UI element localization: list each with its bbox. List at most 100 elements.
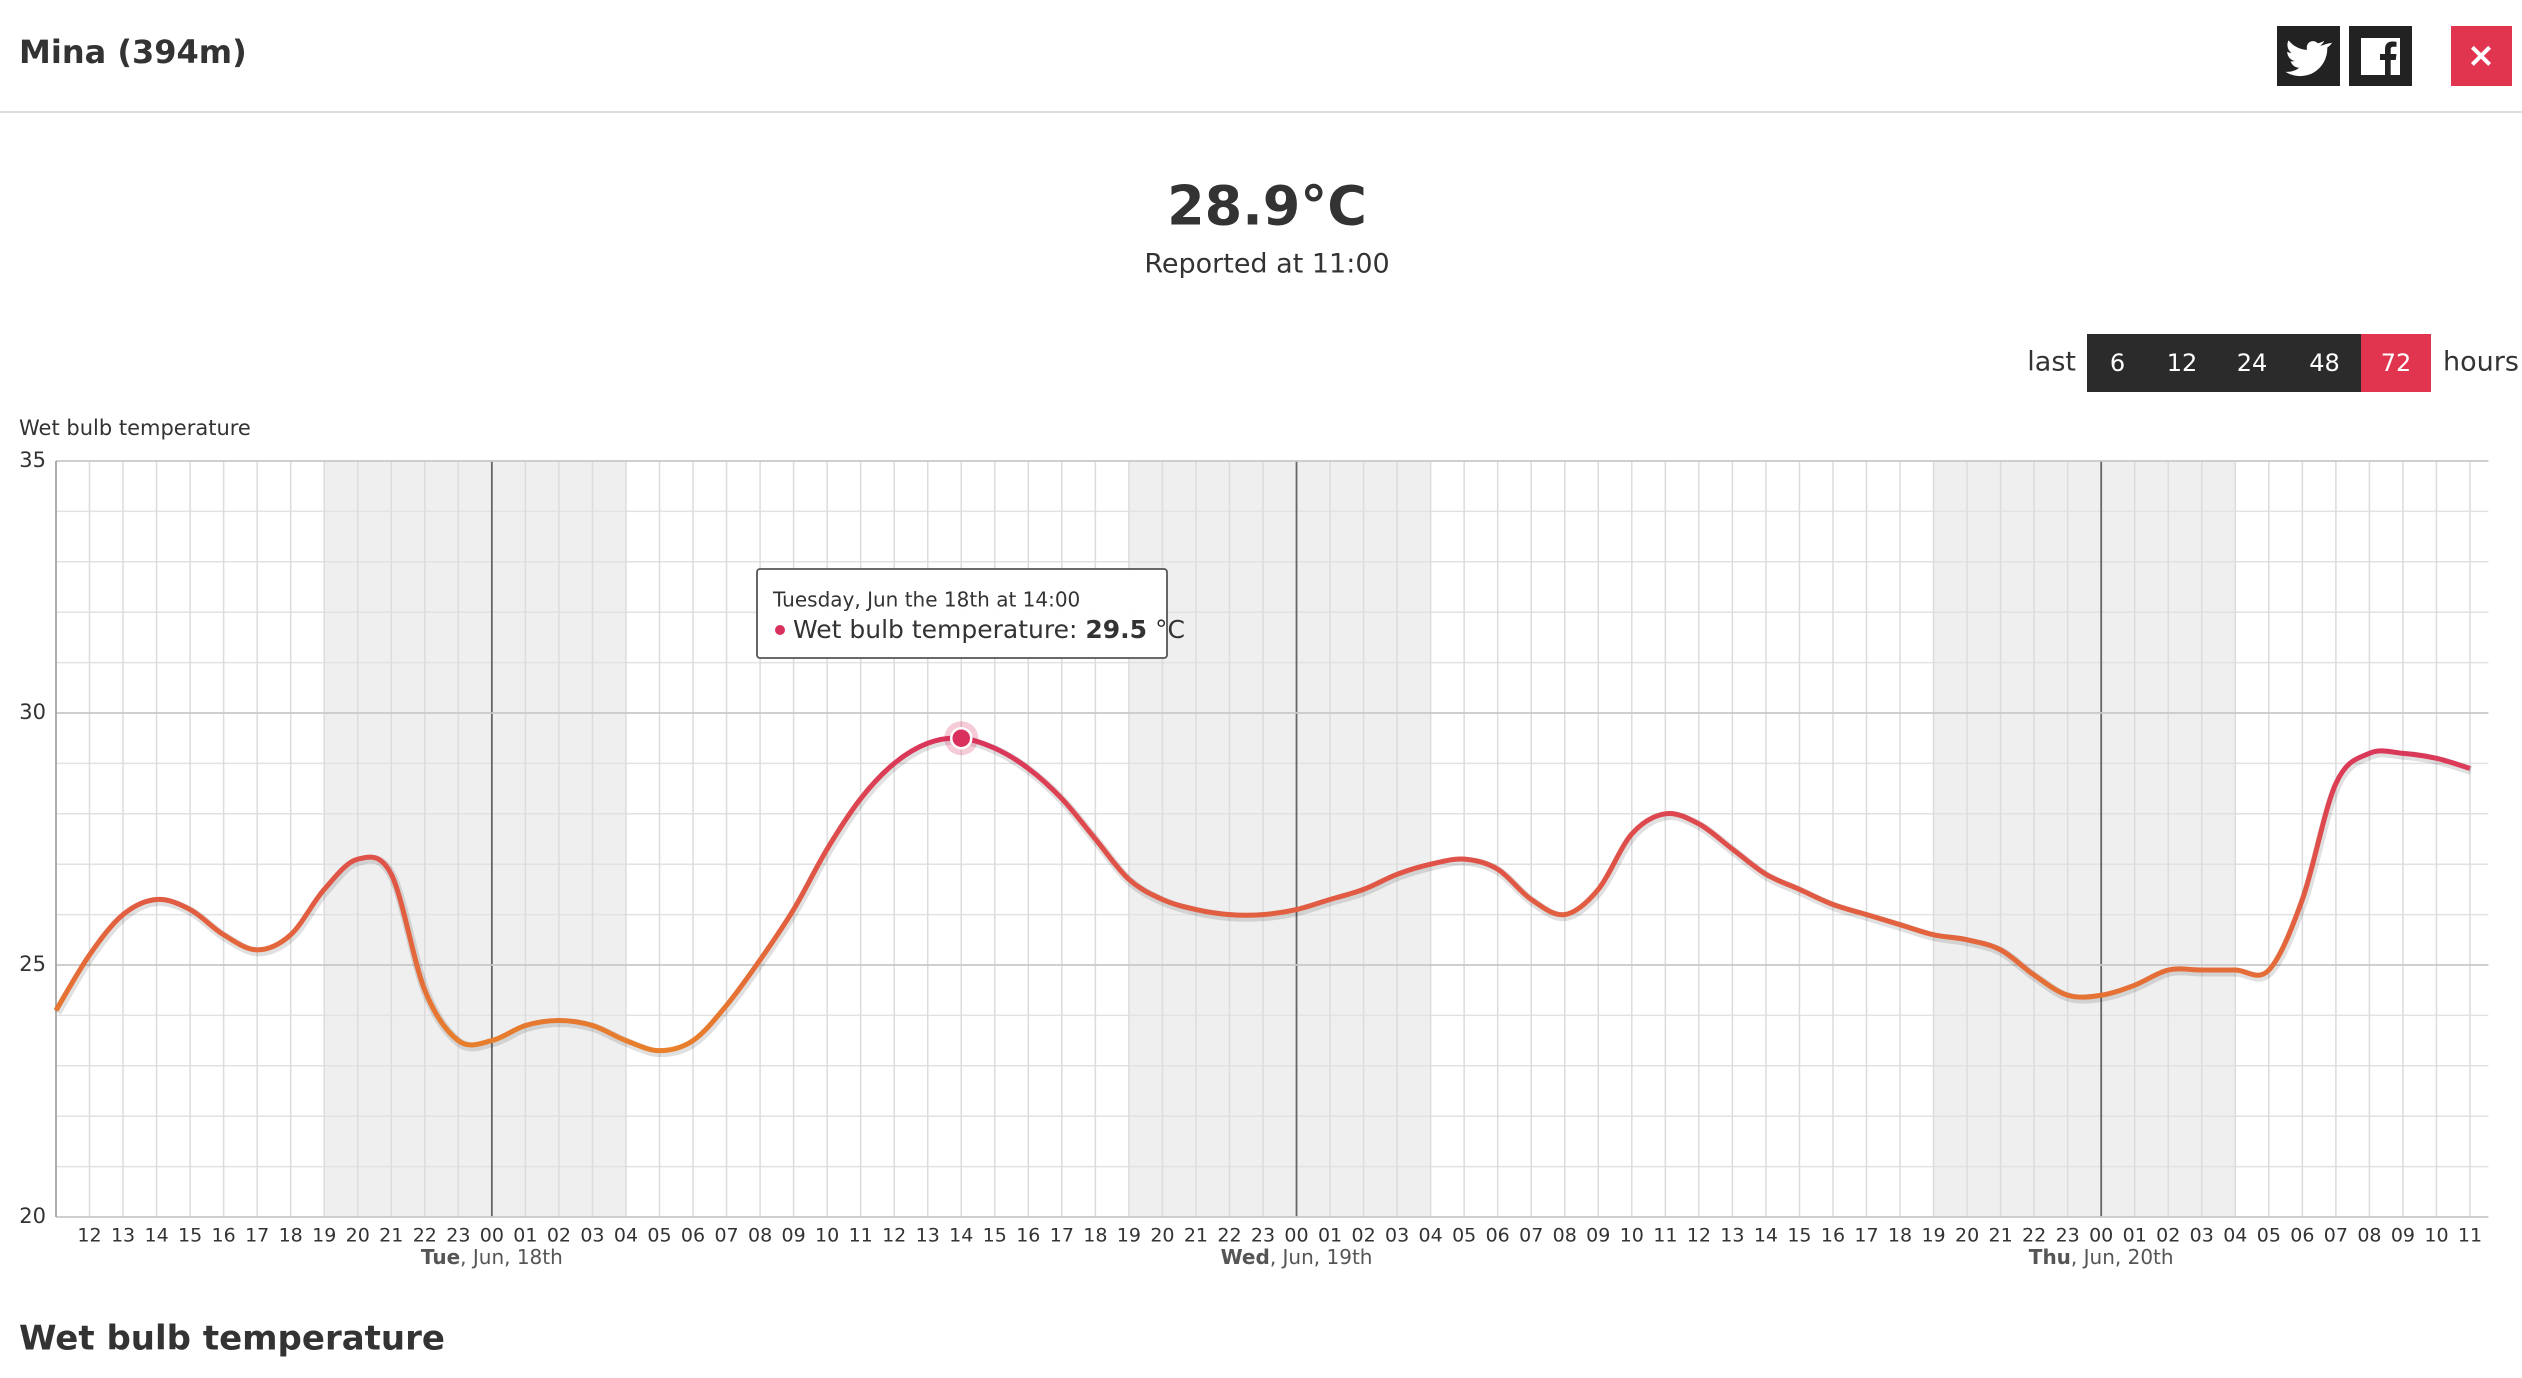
range-button[interactable]: [2361, 334, 2431, 392]
reported-time: Reported at 11:00: [1144, 249, 1389, 280]
day-date: , Jun, 20th: [2071, 1245, 2174, 1269]
x-tick-label: 22: [1217, 1225, 1241, 1247]
x-tick-label: 19: [1921, 1225, 1945, 1247]
y-tick-label: 35: [19, 448, 46, 472]
x-tick-label: 11: [2458, 1225, 2482, 1247]
x-tick-label: 13: [916, 1225, 940, 1247]
x-tick-label: 06: [681, 1225, 705, 1247]
x-tick-label: 17: [1050, 1225, 1074, 1247]
x-tick-label: 16: [1821, 1225, 1845, 1247]
range-button-label: 72: [2381, 349, 2412, 377]
tooltip-value: 29.5: [1085, 615, 1147, 644]
x-tick-label: 11: [849, 1225, 873, 1247]
y-tick-label: 20: [19, 1204, 46, 1228]
x-tick-label: 20: [346, 1225, 370, 1247]
night-band: [1933, 461, 2236, 1217]
x-tick-label: 02: [1351, 1225, 1375, 1247]
y-tick-label: 25: [19, 952, 46, 976]
x-tick-label: 08: [748, 1225, 772, 1247]
close-icon: ×: [2467, 36, 2496, 76]
x-tick-label: 15: [178, 1225, 202, 1247]
x-tick-label: 06: [1486, 1225, 1510, 1247]
day-date: , Jun, 18th: [460, 1245, 563, 1269]
x-tick-label: 18: [279, 1225, 303, 1247]
range-button[interactable]: [2216, 334, 2288, 392]
x-tick-label: 14: [1754, 1225, 1778, 1247]
x-tick-label: 12: [882, 1225, 906, 1247]
x-tick-label: 22: [2022, 1225, 2046, 1247]
tooltip-label: Wet bulb temperature:: [793, 615, 1085, 644]
day-date: , Jun, 19th: [1270, 1245, 1373, 1269]
x-tick-label: 01: [513, 1225, 537, 1247]
x-tick-label: 07: [2324, 1225, 2348, 1247]
x-tick-label: 08: [1553, 1225, 1577, 1247]
x-tick-label: 07: [714, 1225, 738, 1247]
range-button[interactable]: [2148, 334, 2216, 392]
range-button-label: 48: [2309, 349, 2340, 377]
x-tick-label: 03: [580, 1225, 604, 1247]
night-band: [1128, 461, 1431, 1217]
station-title: Mina (394m): [19, 33, 247, 71]
x-tick-label: 18: [1083, 1225, 1107, 1247]
x-tick-label: 13: [1720, 1225, 1744, 1247]
y-tick-label: 30: [19, 700, 46, 724]
x-tick-label: 05: [2257, 1225, 2281, 1247]
x-tick-label: 20: [1150, 1225, 1174, 1247]
range-suffix: hours: [2443, 347, 2519, 378]
plot: 12 13 14 15 16 17 18 19 20 21 22 23 00 01 02 03 04 05 06 07…: [19, 448, 2489, 1269]
day-label: Thu, Jun, 20th: [2029, 1245, 2174, 1269]
x-tick-label: 01: [1318, 1225, 1342, 1247]
x-tick-label: 03: [2190, 1225, 2214, 1247]
night-band: [324, 461, 626, 1217]
day-label: Tue, Jun, 18th: [421, 1245, 563, 1269]
x-tick-label: 18: [1888, 1225, 1912, 1247]
x-tick-label: 04: [1419, 1225, 1443, 1247]
range-button[interactable]: [2087, 334, 2148, 392]
x-tick-label: 00: [480, 1225, 504, 1247]
x-tick-label: 16: [212, 1225, 236, 1247]
x-tick-label: 11: [1653, 1225, 1677, 1247]
hover-point: [950, 726, 973, 750]
x-tick-label: 09: [782, 1225, 806, 1247]
day-label: Wed, Jun, 19th: [1221, 1245, 1373, 1269]
x-tick-label: 17: [245, 1225, 269, 1247]
x-tick-label: 09: [1586, 1225, 1610, 1247]
x-tick-label: 10: [815, 1225, 839, 1247]
tooltip-header: Tuesday, Jun the 18th at 14:00: [772, 588, 1080, 612]
close-button[interactable]: [2451, 26, 2512, 86]
range-button-label: 12: [2167, 349, 2198, 377]
day-weekday: Tue: [421, 1245, 460, 1269]
range-button-label: 24: [2237, 349, 2268, 377]
x-tick-label: 01: [2123, 1225, 2147, 1247]
range-button-label: 6: [2110, 349, 2125, 377]
x-tick-label: 21: [1184, 1225, 1208, 1247]
x-tick-label: 05: [1452, 1225, 1476, 1247]
x-tick-label: 23: [1251, 1225, 1275, 1247]
day-weekday: Wed: [1221, 1245, 1270, 1269]
line: [53, 735, 2471, 1054]
x-tick-label: 21: [379, 1225, 403, 1247]
x-tick-label: 12: [77, 1225, 101, 1247]
x-tick-label: 23: [2056, 1225, 2080, 1247]
tooltip-box: [756, 568, 1168, 659]
facebook-f: [2380, 41, 2397, 75]
x-tick-label: 17: [1854, 1225, 1878, 1247]
x-tick-label: 21: [1989, 1225, 2013, 1247]
x-tick-label: 10: [1620, 1225, 1644, 1247]
x-tick-label: 19: [1117, 1225, 1141, 1247]
x-tick-label: 13: [111, 1225, 135, 1247]
x-tick-label: 14: [949, 1225, 973, 1247]
range-button[interactable]: [2288, 334, 2361, 392]
tooltip-dot: [775, 625, 785, 635]
x-tick-label: 02: [547, 1225, 571, 1247]
x-tick-label: 02: [2156, 1225, 2180, 1247]
x-tick-label: 16: [1016, 1225, 1040, 1247]
x-tick-label: 04: [2223, 1225, 2247, 1247]
day-weekday: Thu: [2029, 1245, 2071, 1269]
current-value: 28.9°C: [1167, 175, 1367, 238]
x-tick-label: 00: [1284, 1225, 1308, 1247]
x-tick-label: 19: [312, 1225, 336, 1247]
x-tick-label: 09: [2391, 1225, 2415, 1247]
